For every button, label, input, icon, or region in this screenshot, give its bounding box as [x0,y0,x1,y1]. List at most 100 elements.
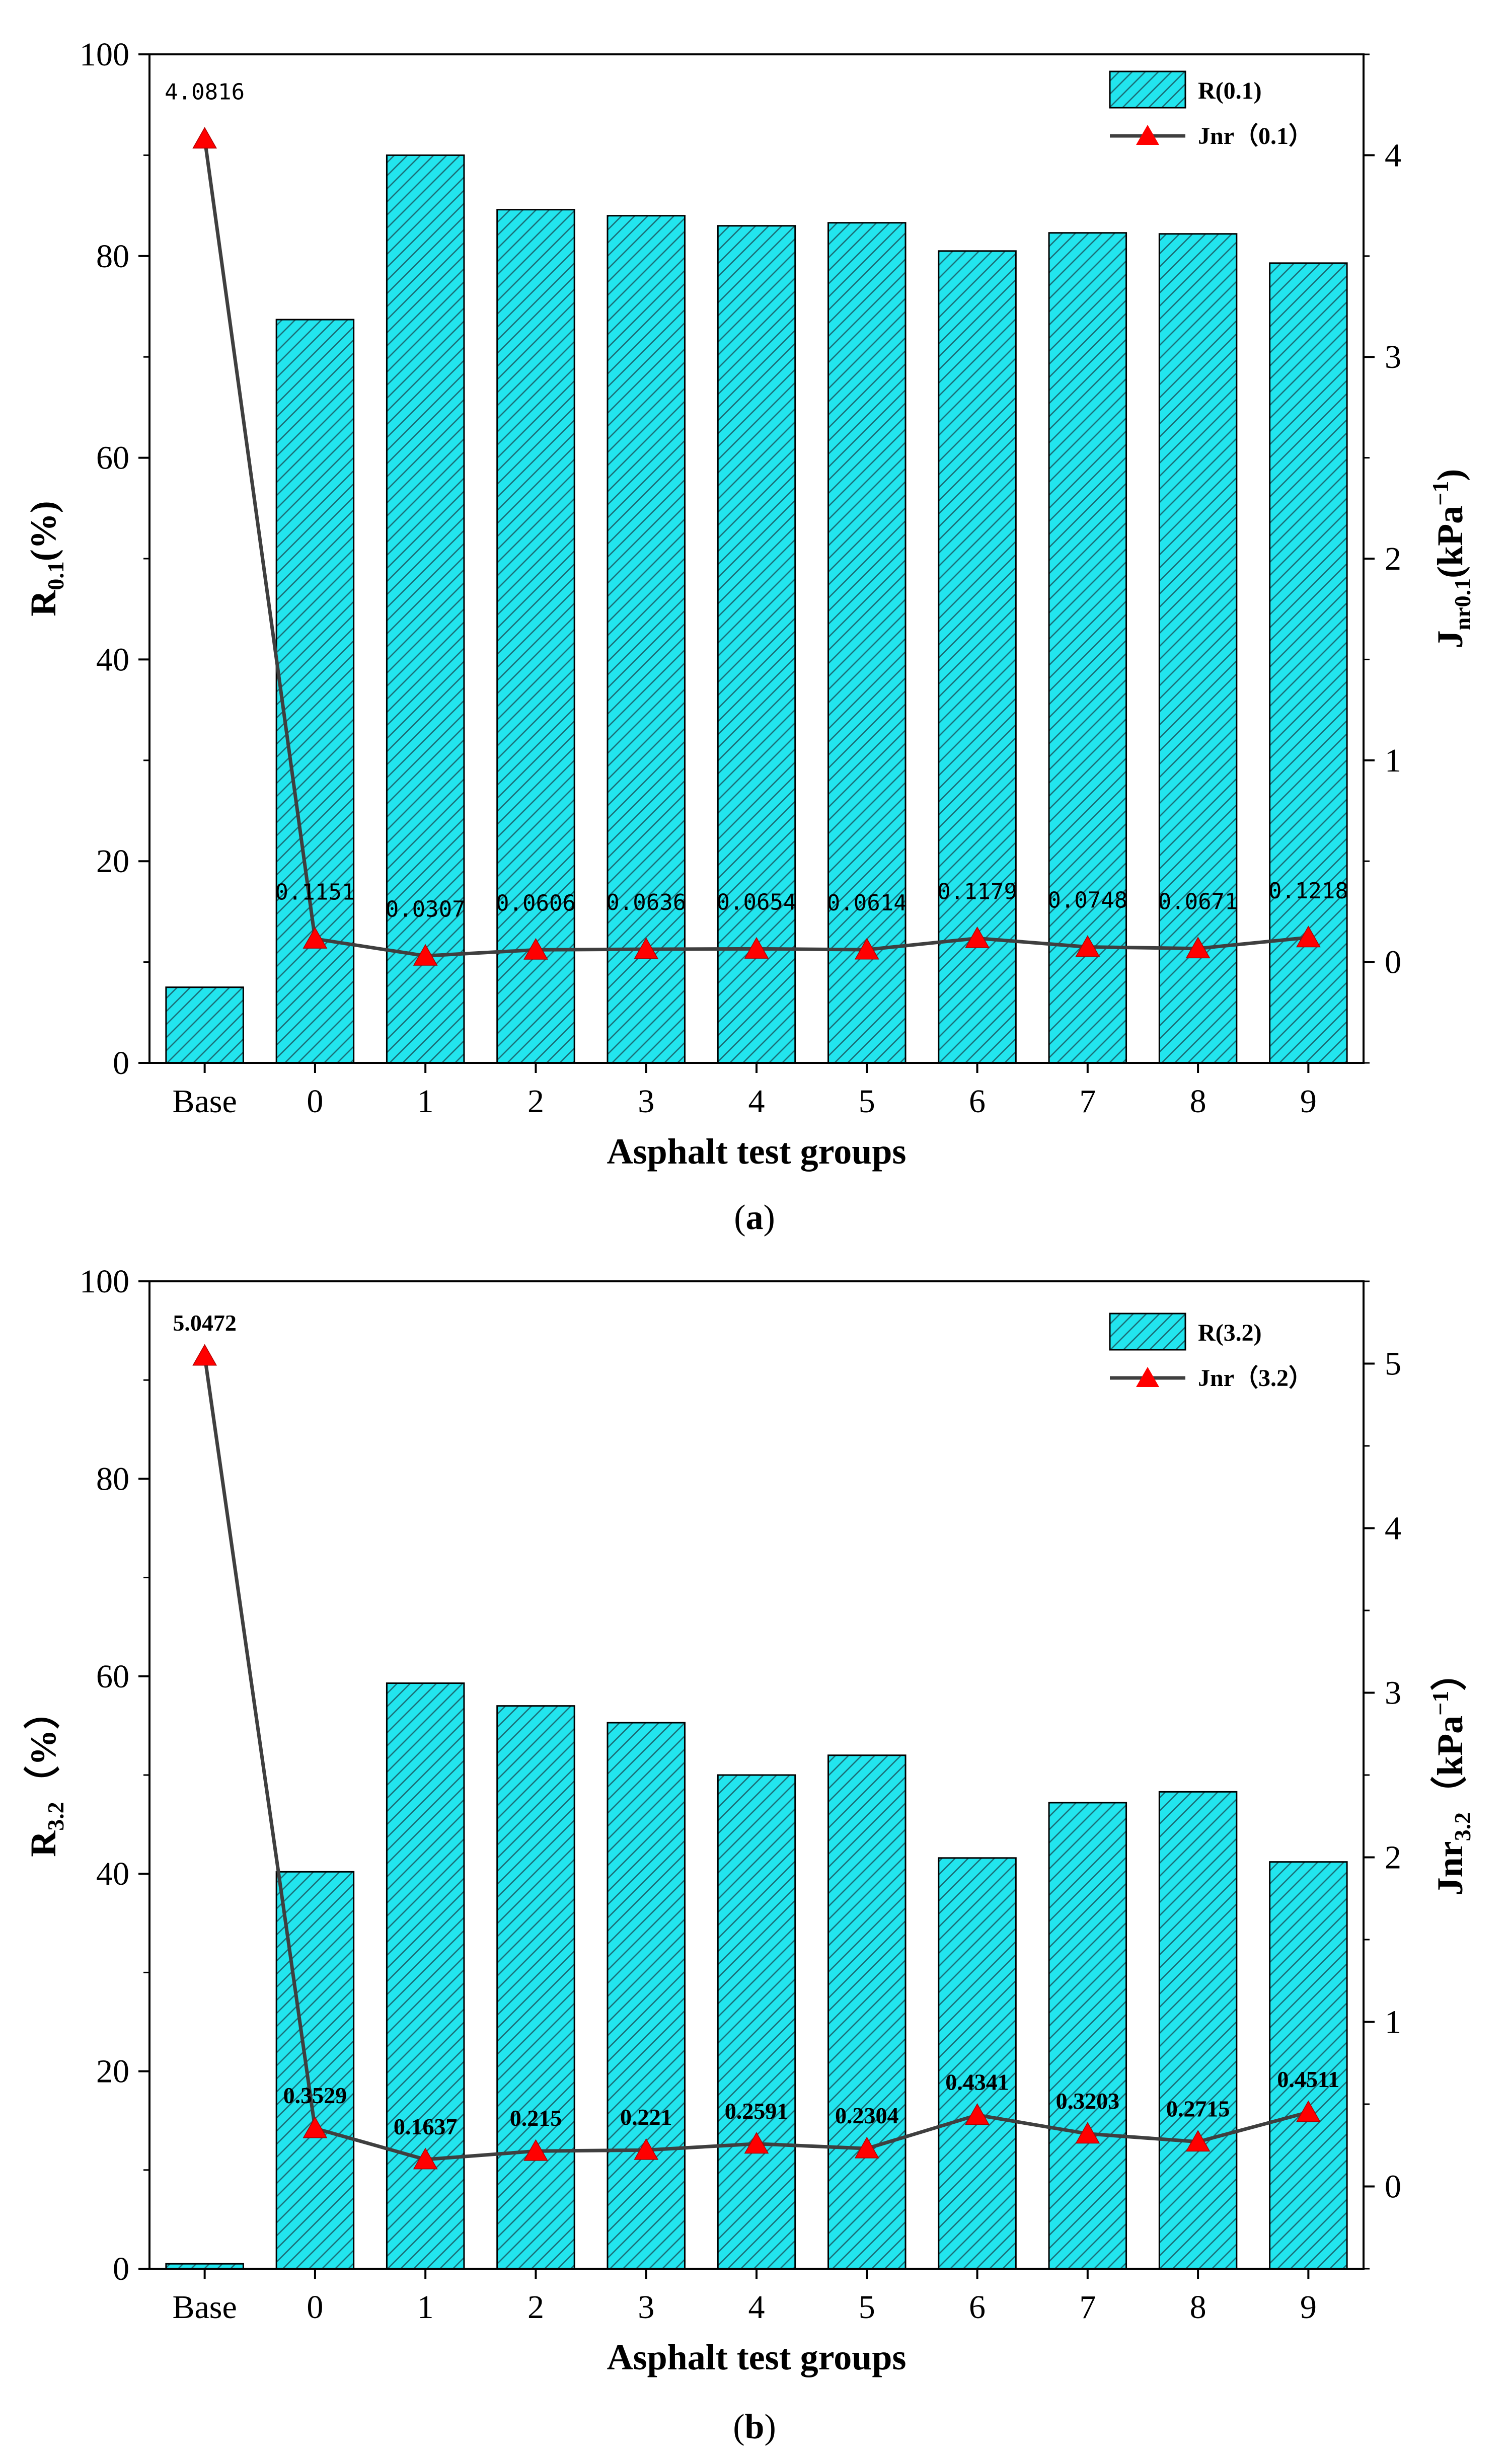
data-label-3: 0.221 [620,2104,672,2130]
jnr-marker-6 [965,2103,990,2125]
data-label-9: 0.4511 [1277,2066,1339,2092]
y-left-title-subscript: 3.2 [43,1802,68,1831]
y-right-tick-label: 2 [1385,541,1401,577]
x-tick-label-1: 1 [417,2289,434,2326]
panel-caption: (a) [734,1198,775,1237]
data-label-4: 0.0654 [717,889,797,915]
jnr-marker-2 [523,2139,548,2161]
bar-4 [717,225,796,1064]
x-axis-title: Asphalt test groups [607,2337,907,2377]
jnr-marker-1 [413,2147,438,2170]
data-label-9: 0.1218 [1268,878,1348,904]
x-tick-label-4: 4 [748,2289,765,2326]
y-right-axis-title: Jnr0.1(kPa−1) [1427,469,1475,649]
legend-bar-label: R(3.2) [1198,1320,1262,1346]
y-left-tick-label: 40 [96,1856,129,1892]
y-right-title-subscript: 3.2 [1450,1812,1475,1841]
bar-8 [1158,1791,1238,2270]
caption-paren-close: ) [764,2408,776,2446]
data-label-base: 5.0472 [173,1310,237,1336]
x-tick-label-5: 5 [859,2289,875,2326]
y-left-tick-label: 0 [113,2251,129,2287]
data-label-6: 0.1179 [937,879,1017,904]
y-left-title-unit: （%） [23,1693,63,1802]
panel-caption: (b) [733,2408,776,2446]
jnr-marker-7 [1075,2122,1100,2144]
data-label-4: 0.2591 [725,2098,789,2124]
y-left-title-unit: (%) [23,501,63,561]
x-tick-label-9: 9 [1300,2289,1317,2326]
bar-4 [717,1774,796,2270]
x-tick-label-6: 6 [969,2289,986,2326]
x-tick-label-6: 6 [969,1083,986,1120]
legend-bar-swatch [1109,1313,1186,1351]
x-axis-title: Asphalt test groups [607,1131,907,1172]
jnr-marker-3 [634,937,659,959]
y-right-tick-label: 5 [1385,1346,1401,1382]
data-label-7: 0.0748 [1047,888,1127,913]
data-label-8: 0.0671 [1158,889,1238,915]
y-left-tick-label: 40 [96,641,129,678]
y-right-tick-label: 3 [1385,339,1401,375]
legend-marker-swatch [1136,1367,1159,1387]
bar-6 [938,1857,1017,2270]
jnr-marker-2 [523,938,548,960]
data-label-1: 0.1637 [394,2114,458,2139]
legend-line-label: Jnr（0.1） [1198,123,1313,149]
caption-paren-open: ( [733,2408,744,2446]
jnr-marker-8 [1185,937,1211,959]
bar-7 [1048,232,1127,1064]
y-right-axis-title: Jnr3.2（kPa−1） [1427,1655,1475,1896]
y-right-title-superscript: −1 [1427,1691,1453,1716]
y-right-title-main: J [1430,630,1470,648]
x-tick-label-5: 5 [859,1083,875,1120]
y-left-tick-label: 0 [113,1045,129,1082]
jnr-marker-4 [744,937,769,959]
legend-marker-swatch [1136,125,1159,145]
jnr-marker-7 [1075,935,1100,957]
jnr-marker-9 [1296,926,1321,948]
y-left-axis-title: R0.1(%) [23,501,68,616]
x-tick-label-9: 9 [1300,1083,1317,1120]
jnr-marker-9 [1296,2100,1321,2122]
bar-3 [607,215,686,1064]
jnr-marker-1 [413,944,438,966]
y-left-tick-label: 60 [96,440,129,477]
y-right-title-unit: （kPa [1430,1716,1470,1812]
jnr-marker-5 [854,2136,879,2159]
x-tick-label-8: 8 [1190,1083,1206,1120]
data-label-5: 0.2304 [835,2103,899,2128]
chart-panel-b: 5.0472 0.3529 0.1637 0.215 0.221 0.2591 0.2304… [23,1263,1475,2446]
bar-1 [386,1682,465,2270]
bar-9 [1269,1861,1348,2270]
jnr-marker-0 [303,2116,328,2138]
y-left-tick-label: 20 [96,843,129,880]
data-label-0: 0.3529 [283,2083,347,2108]
y-right-title-superscript: −1 [1427,481,1453,506]
bar-5 [827,1754,907,2270]
y-right-tick-label: 3 [1385,1675,1401,1712]
x-tick-label-1: 1 [417,1083,434,1120]
data-label-2: 0.0606 [496,890,576,916]
x-tick-label-8: 8 [1190,2289,1206,2326]
data-label-2: 0.215 [510,2105,562,2131]
y-right-title-close: ） [1430,1655,1470,1691]
y-right-title-close: ) [1430,469,1470,481]
y-left-tick-label: 100 [80,36,129,73]
x-tick-label-4: 4 [748,1083,765,1120]
data-label-7: 0.3203 [1056,2088,1120,2114]
y-right-tick-label: 2 [1385,1839,1401,1876]
data-label-8: 0.2715 [1166,2096,1230,2122]
y-left-title-subscript: 0.1 [43,561,68,590]
y-left-title-main: R [23,590,63,617]
bar-0 [275,319,355,1064]
bar-2 [496,1705,575,2270]
jnr-marker-4 [744,2132,769,2154]
x-tick-label-2: 2 [527,1083,544,1120]
jnr-marker-6 [965,926,990,948]
bar-8 [1158,233,1238,1064]
bar-2 [496,209,575,1064]
x-tick-label-7: 7 [1079,2289,1096,2326]
